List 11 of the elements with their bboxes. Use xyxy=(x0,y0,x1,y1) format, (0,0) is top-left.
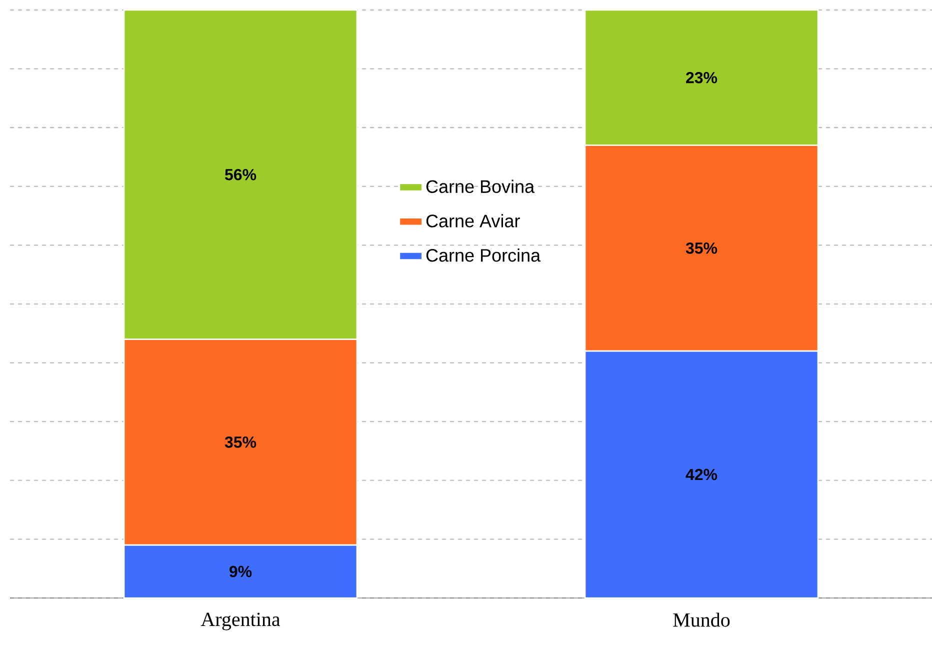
legend-label: Carne Porcina xyxy=(426,248,541,262)
legend-label: Carne Aviar xyxy=(426,214,520,228)
data-label: 9% xyxy=(230,566,252,578)
data-label: 42% xyxy=(686,468,718,480)
data-label: 56% xyxy=(224,168,256,180)
x-tick-label: Mundo xyxy=(673,612,730,627)
data-label: 35% xyxy=(686,242,718,254)
legend-label: Carne Bovina xyxy=(426,180,535,193)
data-label: 23% xyxy=(686,72,718,84)
data-label: 35% xyxy=(224,436,256,448)
x-tick-label: Argentina xyxy=(200,612,280,630)
